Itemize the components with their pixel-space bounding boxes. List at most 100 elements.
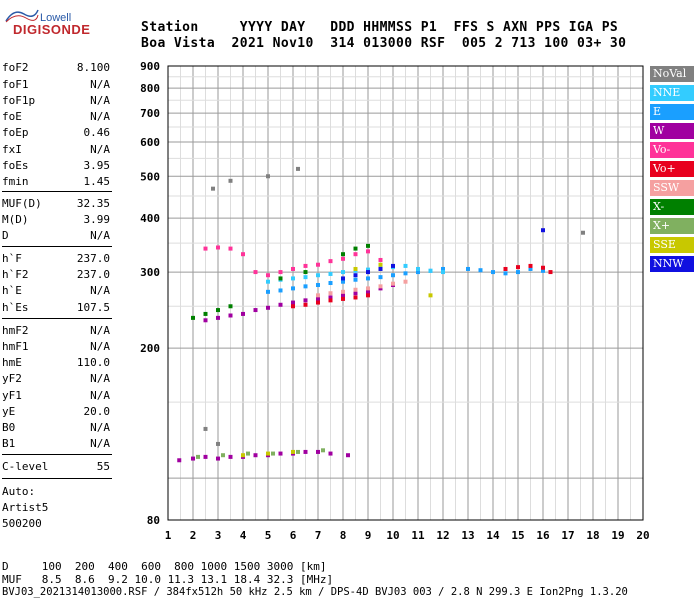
data-point: [316, 296, 320, 301]
param-row-0: foF2 8.100: [2, 61, 110, 77]
data-point: [241, 311, 245, 316]
param-row-16: hmF1 N/A: [2, 340, 110, 356]
legend-item-8: X+: [650, 218, 694, 234]
data-point: [353, 277, 358, 282]
data-point: [541, 265, 545, 270]
data-point: [296, 449, 300, 454]
param-separator: [2, 454, 112, 455]
data-point: [366, 243, 370, 248]
data-point: [303, 275, 308, 280]
param-key: hmF2: [2, 324, 29, 337]
param-row-11: h`F 237.0: [2, 252, 110, 268]
legend-item-7: X-: [650, 199, 694, 215]
data-point: [278, 276, 283, 281]
x-tick-label: 19: [611, 529, 624, 542]
data-point: [303, 263, 308, 268]
x-tick-label: 10: [386, 529, 399, 542]
param-key: fmin: [2, 175, 29, 188]
data-point: [416, 266, 420, 271]
data-point: [177, 458, 182, 463]
data-point: [316, 293, 320, 298]
data-point: [341, 270, 345, 275]
data-point: [466, 266, 470, 271]
logo-text-digisonde: DIGISONDE: [13, 22, 91, 37]
data-point: [241, 252, 245, 257]
y-tick-label: 200: [140, 342, 160, 355]
param-key: foF1p: [2, 94, 36, 107]
data-point: [366, 293, 370, 298]
param-row-14: h`Es 107.5: [2, 301, 110, 317]
data-point: [328, 281, 333, 286]
param-value: 55: [96, 460, 110, 473]
data-point: [528, 266, 533, 271]
data-point: [378, 284, 383, 289]
y-tick-label: 500: [140, 170, 160, 183]
data-point: [528, 263, 533, 268]
y-tick-label: 80: [147, 514, 160, 527]
param-value: N/A: [90, 143, 110, 156]
data-point: [216, 315, 220, 320]
param-row-23: C-level 55: [2, 460, 110, 476]
data-point: [303, 302, 308, 307]
x-tick-label: 17: [561, 529, 574, 542]
param-row-3: foE N/A: [2, 110, 110, 126]
param-key: yF1: [2, 389, 22, 402]
param-row-13: h`E N/A: [2, 284, 110, 300]
x-tick-label: 2: [190, 529, 197, 542]
x-tick-label: 1: [165, 529, 172, 542]
data-point: [303, 298, 308, 303]
data-point: [291, 266, 295, 271]
data-point: [266, 174, 270, 179]
legend-item-3: W: [650, 123, 694, 139]
logo-text-lowell: Lowell: [40, 12, 72, 24]
data-point: [316, 283, 320, 288]
param-row-1: foF1 N/A: [2, 78, 110, 94]
x-tick-label: 14: [486, 529, 500, 542]
param-separator: [2, 191, 112, 192]
x-tick-label: 18: [586, 529, 599, 542]
data-point: [196, 454, 200, 459]
footer-muf-row: MUF 8.5 8.6 9.2 10.0 11.3 13.1 18.4 32.3…: [2, 573, 334, 586]
param-value: 0.46: [83, 126, 111, 139]
data-point: [296, 166, 300, 171]
data-point: [303, 284, 308, 289]
data-point: [353, 246, 358, 251]
param-value: 107.5: [76, 301, 110, 314]
data-point: [266, 289, 270, 294]
legend-item-5: Vo+: [650, 161, 694, 177]
param-value: 237.0: [76, 252, 110, 265]
param-key: fxI: [2, 143, 22, 156]
param-row-17: hmE 110.0: [2, 356, 110, 372]
param-value: 1.45: [83, 175, 111, 188]
data-point: [228, 246, 233, 251]
data-point: [366, 267, 370, 272]
data-point: [278, 451, 283, 456]
param-row-22: B1 N/A: [2, 437, 110, 453]
x-tick-label: 13: [461, 529, 474, 542]
data-point: [491, 270, 495, 275]
legend-item-10: NNW: [650, 256, 694, 272]
data-point: [391, 281, 395, 286]
auto-code: 500200: [2, 517, 42, 530]
data-point: [291, 449, 295, 454]
y-tick-label: 700: [140, 107, 160, 120]
param-key: foEp: [2, 126, 29, 139]
data-point: [441, 266, 445, 271]
plot-frame: [167, 65, 644, 521]
param-value: N/A: [90, 324, 110, 337]
param-key: h`F: [2, 252, 22, 265]
x-tick-label: 3: [215, 529, 222, 542]
data-point: [328, 259, 333, 264]
data-point: [278, 302, 283, 307]
param-key: foEs: [2, 159, 29, 172]
param-key: MUF(D): [2, 197, 42, 210]
data-point: [341, 276, 345, 281]
legend-item-6: SSW: [650, 180, 694, 196]
data-point: [278, 270, 283, 275]
data-point: [266, 279, 270, 284]
param-row-5: fxI N/A: [2, 143, 110, 159]
param-value: 110.0: [76, 356, 110, 369]
param-value: N/A: [90, 94, 110, 107]
param-value: N/A: [90, 389, 110, 402]
param-separator: [2, 246, 112, 247]
